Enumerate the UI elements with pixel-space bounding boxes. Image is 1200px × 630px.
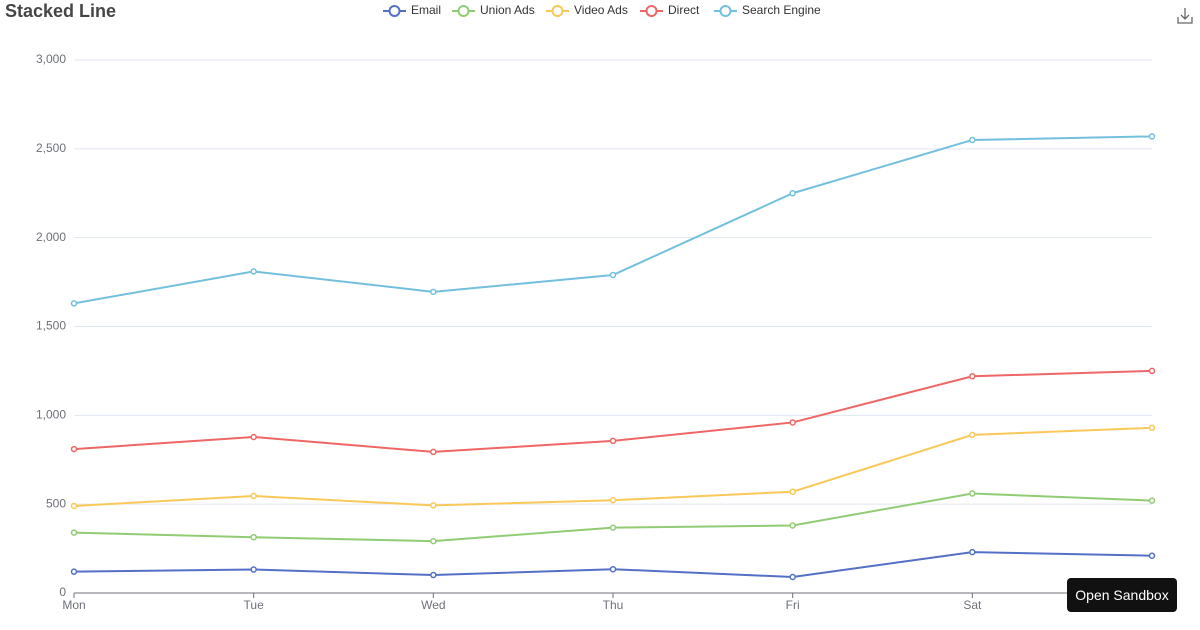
point [1148, 424, 1156, 432]
point [1148, 497, 1156, 504]
legend-label: Union Ads [480, 3, 535, 17]
point [70, 529, 78, 536]
legend-label: Email [411, 3, 441, 17]
x-tick-label: Fri [786, 598, 800, 612]
legend-swatch [719, 5, 732, 17]
point [789, 488, 796, 495]
point [609, 271, 617, 279]
series [70, 490, 1156, 545]
series-line [73, 135, 1153, 305]
point [1148, 367, 1156, 375]
point [70, 502, 78, 510]
open-sandbox-button[interactable]: Open Sandbox [1067, 578, 1177, 612]
point [969, 136, 976, 144]
series [70, 424, 1156, 510]
point [969, 372, 976, 380]
x-tick-label: Mon [62, 598, 85, 612]
point [609, 497, 617, 504]
x-tick-label: Thu [603, 598, 624, 612]
x-tick-label: Wed [421, 598, 445, 612]
y-tick-label: 3,000 [36, 52, 66, 66]
y-tick-label: 2,500 [36, 141, 66, 155]
y-tick-label: 2,000 [36, 230, 66, 244]
legend-label: Search Engine [742, 3, 821, 17]
point [609, 437, 617, 445]
series [70, 548, 1156, 581]
x-tick-label: Tue [244, 598, 265, 612]
legend-swatch [551, 5, 564, 17]
download-icon[interactable] [1177, 8, 1193, 24]
legend-swatch [388, 5, 401, 17]
point [430, 288, 437, 296]
point [789, 190, 796, 197]
point [250, 566, 257, 573]
legend-swatch [645, 5, 658, 17]
point [430, 571, 437, 579]
series [70, 367, 1156, 456]
series [70, 133, 1156, 307]
point [250, 492, 257, 500]
point [70, 445, 78, 453]
legend-label: Direct [668, 3, 700, 17]
point [430, 448, 437, 456]
y-tick-label: 0 [59, 585, 66, 599]
point [250, 433, 257, 441]
series-line [73, 551, 1153, 579]
point [250, 268, 257, 275]
x-tick-label: Sat [963, 598, 982, 612]
point [1148, 552, 1156, 559]
point [969, 490, 976, 497]
point [609, 565, 617, 573]
point [430, 502, 437, 509]
legend-swatch [457, 5, 470, 17]
y-tick-label: 1,500 [36, 319, 66, 333]
point [789, 419, 796, 426]
point [789, 522, 796, 529]
point [70, 568, 78, 575]
y-tick-label: 500 [46, 496, 66, 510]
point [969, 431, 976, 439]
point [250, 533, 257, 541]
y-tick-label: 1,000 [36, 408, 66, 422]
chart-title: Stacked Line [5, 1, 116, 21]
point [70, 300, 78, 307]
point [789, 573, 796, 581]
point [1148, 133, 1156, 140]
point [969, 548, 976, 556]
legend-label: Video Ads [574, 3, 628, 17]
point [609, 524, 617, 531]
point [430, 537, 437, 545]
